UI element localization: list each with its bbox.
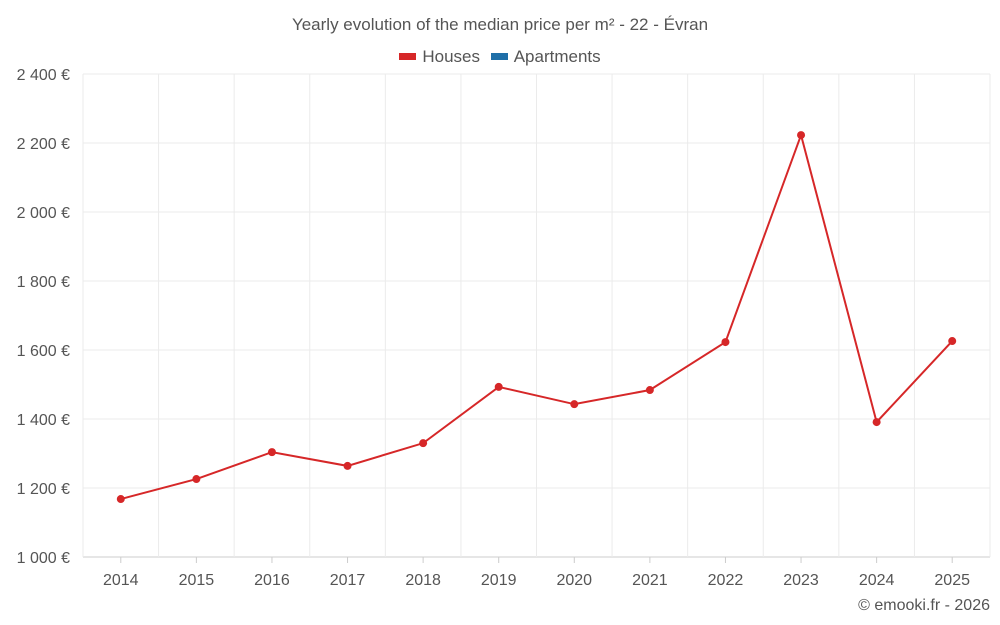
legend-label-apartments: Apartments <box>513 46 601 66</box>
x-tick-label: 2015 <box>179 572 215 589</box>
legend-swatch-houses <box>399 53 417 60</box>
x-tick-label: 2019 <box>481 572 517 589</box>
x-tick-label: 2014 <box>103 572 139 589</box>
legend-item-apartments[interactable]: Apartments <box>490 46 601 67</box>
x-tick-label: 2025 <box>934 572 970 589</box>
data-point <box>948 337 957 346</box>
data-point <box>192 475 201 484</box>
data-point <box>343 461 352 470</box>
legend-swatch-apartments <box>490 53 508 60</box>
y-tick-label: 1 800 € <box>17 274 70 291</box>
x-tick-label: 2023 <box>783 572 819 589</box>
x-tick-label: 2024 <box>859 572 895 589</box>
legend-label-houses: Houses <box>422 46 480 66</box>
x-tick-label: 2018 <box>405 572 441 589</box>
series-line-houses <box>120 131 953 501</box>
data-point <box>872 418 881 427</box>
data-point <box>419 439 428 448</box>
y-tick-label: 1 200 € <box>17 481 70 498</box>
x-tick-label: 2022 <box>708 572 744 589</box>
y-tick-label: 1 400 € <box>17 412 70 429</box>
data-point <box>494 382 503 391</box>
y-tick-label: 2 400 € <box>17 67 70 84</box>
y-tick-label: 1 000 € <box>17 550 70 567</box>
data-point <box>721 338 730 347</box>
x-tick-label: 2021 <box>632 572 668 589</box>
x-tick-label: 2017 <box>330 572 366 589</box>
data-point <box>267 448 276 457</box>
legend-item-houses[interactable]: Houses <box>399 47 480 67</box>
x-tick-label: 2016 <box>254 572 290 589</box>
chart-title: Yearly evolution of the median price per… <box>291 15 709 34</box>
y-tick-label: 2 000 € <box>17 205 70 222</box>
y-tick-label: 2 200 € <box>17 136 70 153</box>
data-point <box>570 400 579 409</box>
x-tick-label: 2020 <box>556 572 592 589</box>
legend: Houses Apartments <box>0 45 1000 67</box>
data-point <box>797 131 806 140</box>
data-point <box>116 495 125 504</box>
credit-text: © emooki.fr - 2026 <box>858 597 990 614</box>
y-tick-label: 1 600 € <box>17 343 70 360</box>
data-point <box>645 386 654 395</box>
